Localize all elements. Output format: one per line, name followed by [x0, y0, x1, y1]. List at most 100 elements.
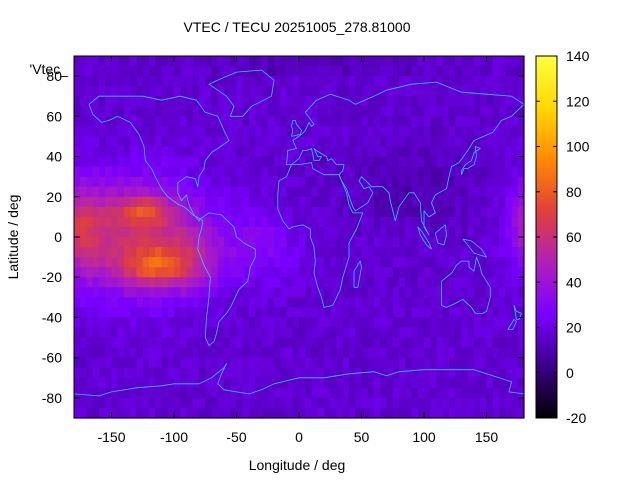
- heatmap-cell: [355, 327, 363, 339]
- heatmap-cell: [99, 327, 106, 339]
- heatmap-cell: [211, 176, 219, 188]
- heatmap-cell: [274, 337, 281, 349]
- heatmap-cell: [455, 146, 463, 158]
- heatmap-cell: [455, 156, 463, 168]
- heatmap-cell: [436, 126, 444, 138]
- heatmap-cell: [167, 76, 175, 87]
- heatmap-cell: [324, 116, 331, 127]
- heatmap-cell: [336, 387, 344, 399]
- heatmap-cell: [367, 277, 375, 288]
- heatmap-cell: [486, 176, 494, 188]
- x-tick-label: -100: [160, 429, 188, 445]
- heatmap-cell: [336, 397, 344, 409]
- colorbar-tick-label: 0: [566, 365, 574, 381]
- heatmap-cell: [330, 307, 338, 319]
- heatmap-cell: [149, 337, 156, 349]
- heatmap-cell: [380, 146, 388, 158]
- heatmap-cell: [311, 156, 319, 168]
- heatmap-cell: [186, 56, 194, 67]
- heatmap-cell: [405, 156, 413, 168]
- heatmap-cell: [349, 337, 356, 349]
- heatmap-cell: [124, 327, 131, 339]
- heatmap-cell: [167, 257, 175, 268]
- heatmap-cell: [136, 186, 144, 198]
- heatmap-cell: [299, 86, 306, 97]
- heatmap-cell: [349, 307, 356, 319]
- heatmap-cell: [236, 367, 244, 379]
- heatmap-cell: [155, 176, 163, 188]
- heatmap-cell: [205, 86, 213, 97]
- heatmap-cell: [374, 76, 381, 87]
- heatmap-cell: [386, 106, 394, 117]
- heatmap-cell: [124, 377, 131, 389]
- heatmap-cell: [236, 76, 244, 87]
- heatmap-cell: [86, 367, 94, 379]
- heatmap-cell: [305, 237, 313, 248]
- heatmap-cell: [186, 367, 194, 379]
- heatmap-cell: [374, 247, 381, 258]
- heatmap-cell: [305, 96, 313, 107]
- heatmap-cell: [511, 196, 519, 208]
- heatmap-cell: [142, 237, 150, 248]
- heatmap-cell: [355, 116, 363, 127]
- heatmap-cell: [474, 387, 481, 399]
- heatmap-cell: [486, 387, 494, 399]
- heatmap-cell: [111, 56, 119, 67]
- heatmap-cell: [411, 297, 419, 308]
- heatmap-cell: [217, 196, 225, 208]
- heatmap-cell: [142, 76, 150, 87]
- heatmap-cell: [486, 66, 494, 77]
- heatmap-cell: [430, 387, 438, 399]
- heatmap-cell: [186, 277, 194, 288]
- heatmap-cell: [380, 136, 388, 148]
- heatmap-cell: [205, 277, 213, 288]
- heatmap-cell: [274, 367, 281, 379]
- heatmap-cell: [267, 367, 275, 379]
- heatmap-cell: [136, 347, 144, 359]
- heatmap-cell: [480, 317, 488, 329]
- heatmap-cell: [142, 387, 150, 399]
- heatmap-cell: [511, 206, 519, 218]
- coast-uk: [291, 120, 302, 137]
- heatmap-cell: [167, 277, 175, 288]
- heatmap-cell: [292, 247, 300, 258]
- heatmap-cell: [380, 237, 388, 248]
- heatmap-cell: [117, 166, 125, 178]
- heatmap-cell: [361, 397, 369, 409]
- heatmap-cell: [167, 407, 175, 419]
- heatmap-cell: [274, 146, 281, 158]
- heatmap-cell: [149, 146, 156, 158]
- heatmap-cell: [180, 96, 188, 107]
- heatmap-cell: [299, 327, 306, 339]
- heatmap-cell: [99, 96, 106, 107]
- heatmap-cell: [424, 136, 431, 148]
- heatmap-cell: [317, 237, 325, 248]
- heatmap-cell: [374, 66, 381, 77]
- heatmap-cell: [330, 196, 338, 208]
- heatmap-cell: [392, 106, 400, 117]
- heatmap-cell: [342, 56, 350, 67]
- heatmap-cell: [286, 206, 294, 218]
- heatmap-cell: [505, 317, 513, 329]
- heatmap-cell: [430, 267, 438, 278]
- heatmap-cell: [167, 307, 175, 319]
- heatmap-cell: [517, 146, 525, 158]
- heatmap-cell: [386, 196, 394, 208]
- heatmap-cell: [186, 126, 194, 138]
- heatmap-cell: [349, 106, 356, 117]
- heatmap-cell: [99, 146, 106, 158]
- heatmap-cell: [74, 257, 81, 268]
- heatmap-cell: [92, 56, 100, 67]
- heatmap-cell: [511, 96, 519, 107]
- heatmap-cell: [474, 176, 481, 188]
- heatmap-cell: [80, 327, 88, 339]
- heatmap-cell: [424, 337, 431, 349]
- heatmap-cell: [192, 76, 200, 87]
- heatmap-cell: [474, 106, 481, 117]
- heatmap-cell: [449, 156, 456, 168]
- heatmap-cell: [342, 327, 350, 339]
- heatmap-cell: [255, 146, 263, 158]
- heatmap-cell: [142, 86, 150, 97]
- heatmap-cell: [349, 347, 356, 359]
- heatmap-cell: [249, 66, 256, 77]
